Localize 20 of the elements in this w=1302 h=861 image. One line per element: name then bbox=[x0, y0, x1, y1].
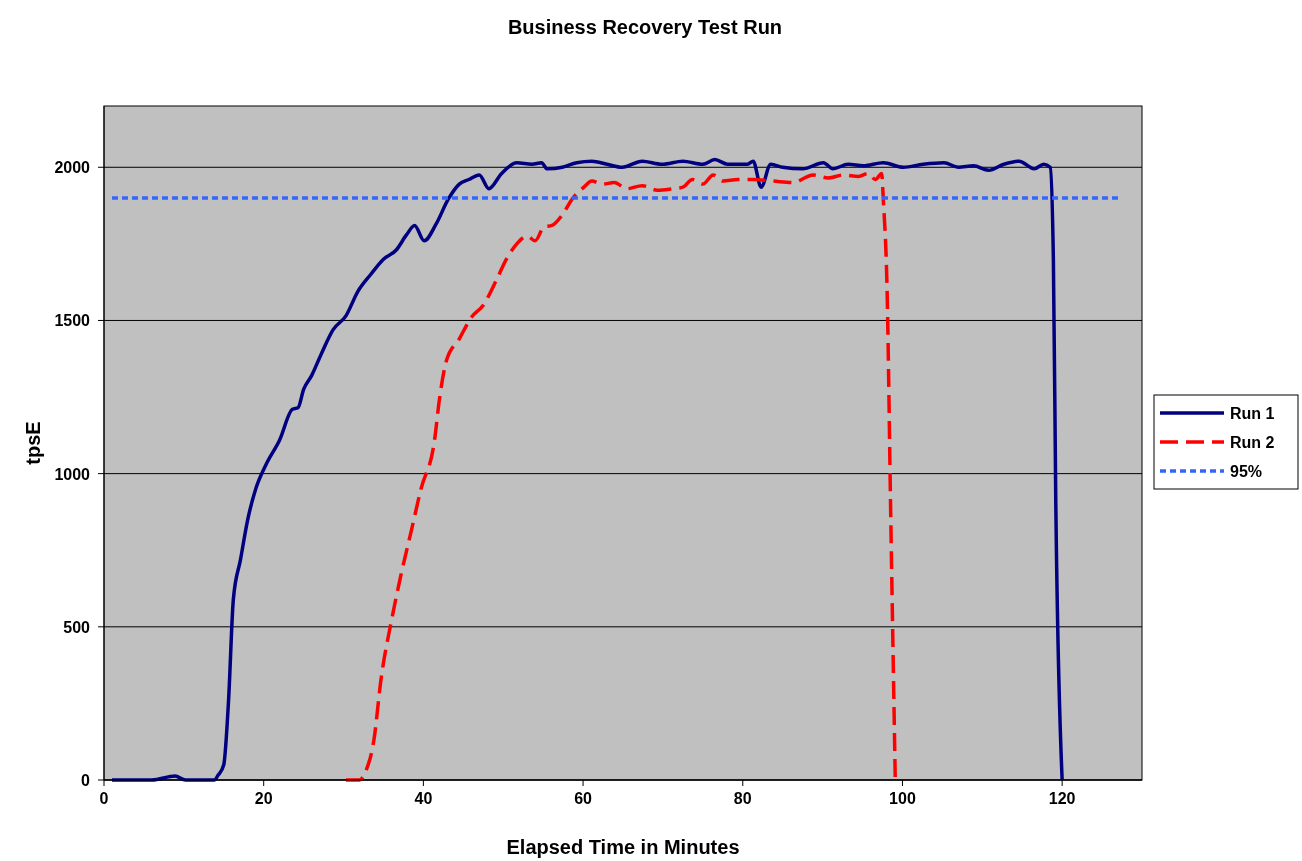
y-tick-label: 2000 bbox=[54, 159, 91, 177]
legend-label: Run 2 bbox=[1230, 434, 1275, 451]
y-tick-label: 1000 bbox=[54, 465, 91, 483]
x-tick-label: 120 bbox=[1048, 790, 1076, 807]
x-tick-label: 80 bbox=[733, 790, 752, 807]
y-tick-label: 0 bbox=[81, 772, 91, 789]
chart-title: Business Recovery Test Run bbox=[507, 16, 783, 38]
x-tick-label: 0 bbox=[99, 790, 109, 807]
y-tick-label: 1500 bbox=[54, 312, 91, 330]
x-tick-label: 100 bbox=[889, 790, 916, 807]
y-axis-title: tpsE bbox=[22, 421, 44, 465]
x-tick-label: 60 bbox=[574, 790, 593, 807]
line-series bbox=[110, 157, 1064, 782]
legend-label: Run 1 bbox=[1230, 405, 1275, 422]
line-series bbox=[344, 171, 898, 782]
legend-label: 95% bbox=[1230, 463, 1263, 480]
x-tick-label: 40 bbox=[414, 790, 433, 807]
x-axis-title: Elapsed Time in Minutes bbox=[506, 836, 740, 858]
y-tick-label: 500 bbox=[63, 618, 91, 636]
x-tick-label: 20 bbox=[254, 790, 273, 807]
